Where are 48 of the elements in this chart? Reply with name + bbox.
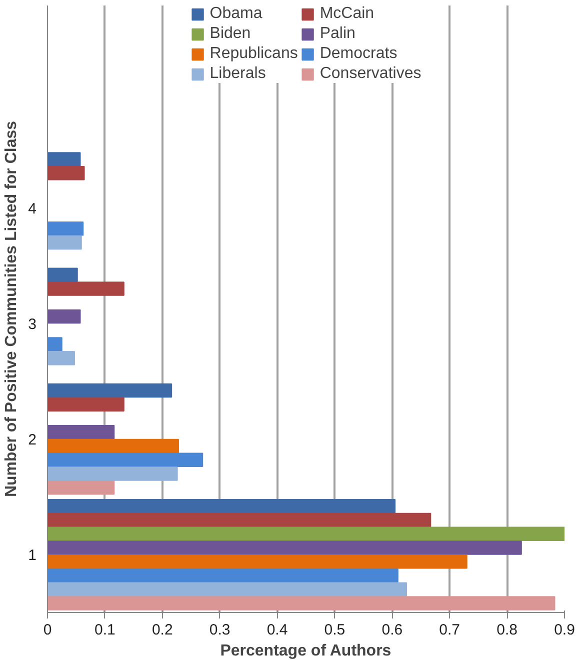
bar	[48, 438, 179, 454]
y-tick-label: 4	[28, 200, 36, 218]
bar	[48, 512, 432, 528]
bar	[48, 222, 84, 236]
x-tick-label: 0.2	[152, 622, 173, 638]
legend-label: Biden	[210, 25, 251, 43]
legend-label: Conservatives	[320, 65, 422, 83]
legend-label: McCain	[320, 5, 374, 23]
x-tick-label: 0.6	[382, 622, 403, 638]
x-tick-label: 0.1	[94, 622, 116, 638]
bar	[48, 466, 178, 481]
bar	[48, 166, 85, 180]
bar	[48, 554, 468, 569]
x-tick-label: 0.5	[324, 622, 346, 638]
x-tick-label: 0.7	[439, 622, 460, 638]
x-tick-label: 0.9	[554, 622, 575, 638]
legend-label: Palin	[320, 25, 356, 43]
x-tick-label: 0.3	[209, 622, 230, 638]
bar	[48, 309, 81, 324]
legend-label: Liberals	[210, 65, 266, 83]
bar	[48, 235, 82, 250]
bar	[48, 526, 564, 541]
y-tick-label: 1	[28, 547, 36, 564]
bar	[48, 282, 124, 296]
legend-label: Democrats	[320, 45, 398, 63]
legend-label: Republicans	[210, 45, 298, 63]
bar	[48, 383, 172, 398]
bar	[48, 568, 398, 583]
bar	[48, 540, 522, 555]
x-tick-label: 0.4	[266, 622, 288, 638]
bar	[48, 152, 81, 166]
bar	[48, 452, 204, 467]
y-tick-label: 3	[28, 316, 36, 333]
x-axis-title: Percentage of Authors	[220, 642, 392, 660]
bar	[48, 351, 75, 366]
bar	[48, 582, 408, 596]
x-tick-label: 0.8	[496, 622, 518, 638]
y-axis-title: Number of Positive Communities Listed for Class	[3, 120, 20, 498]
legend-label: Obama	[210, 5, 262, 23]
bar	[48, 397, 124, 412]
bar	[48, 425, 115, 440]
bar	[48, 268, 78, 282]
bar	[48, 480, 115, 495]
bar	[48, 499, 396, 514]
bar	[48, 337, 62, 352]
y-tick-label: 2	[28, 432, 36, 449]
bar	[48, 596, 556, 610]
x-tick-label: 0	[43, 622, 52, 638]
